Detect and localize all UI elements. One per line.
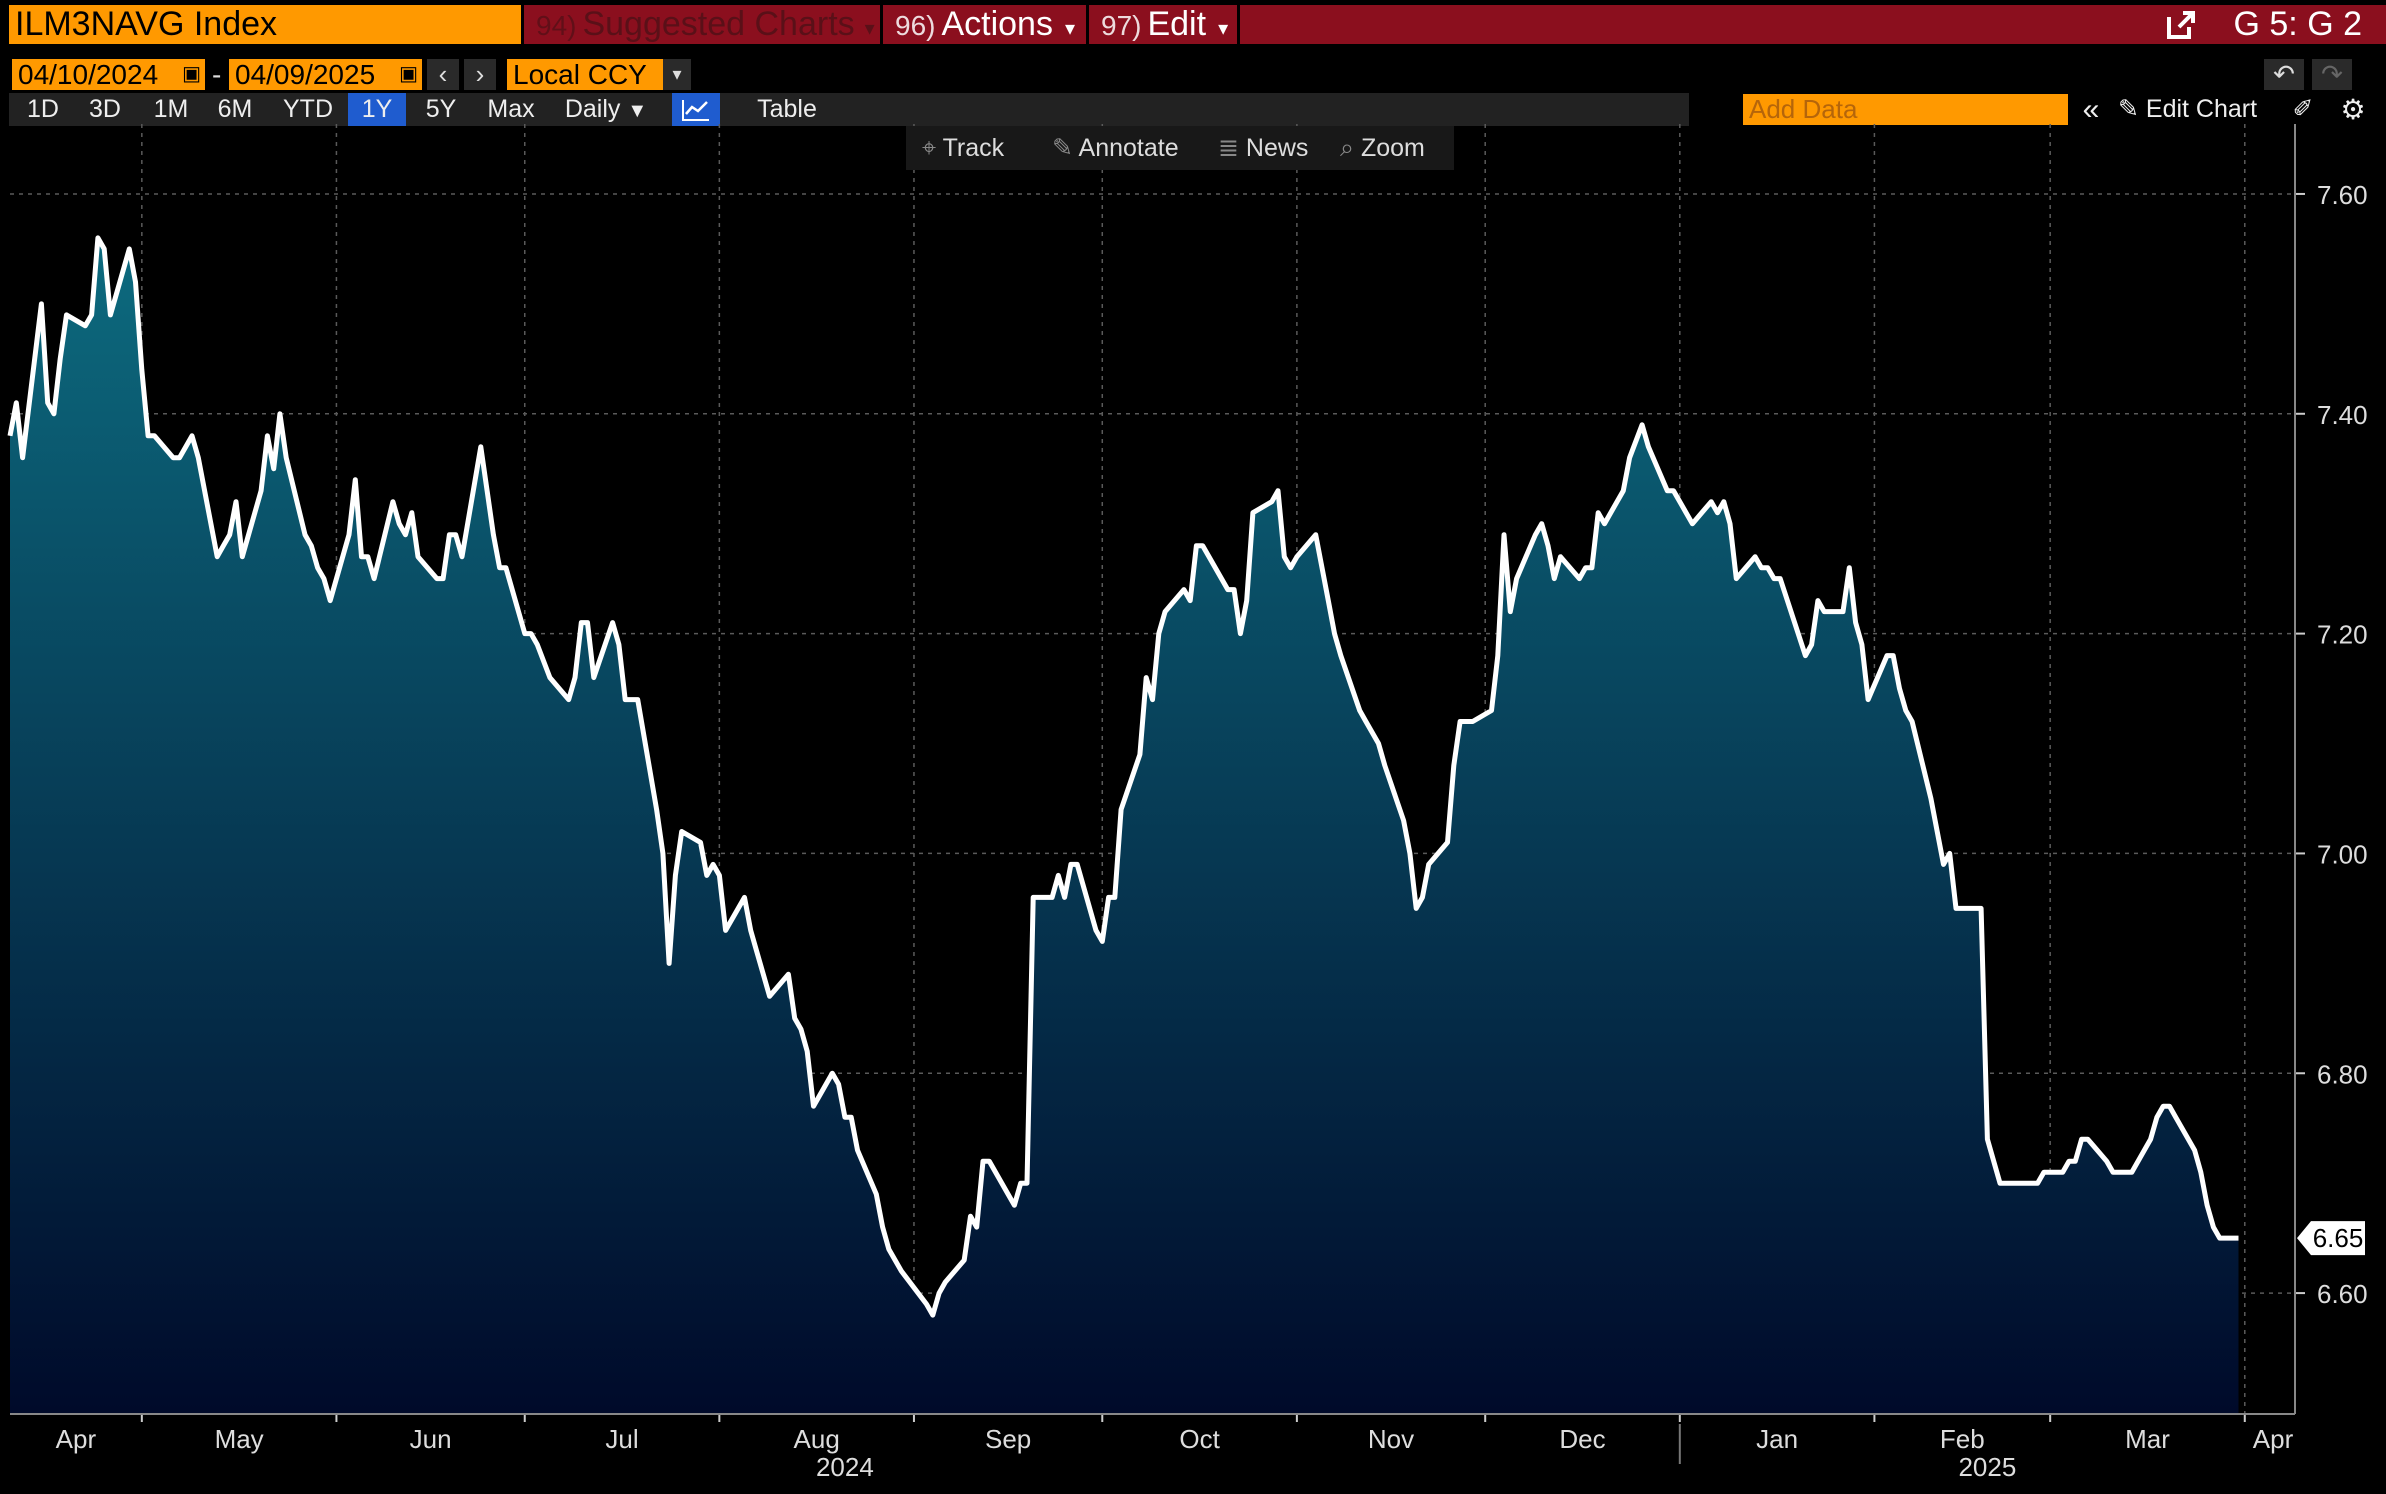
edit-settings-icon: ✐	[2292, 95, 2314, 123]
edit-number: 97)	[1101, 10, 1142, 41]
x-year-label: 2025	[1958, 1452, 2016, 1482]
pencil-icon: ✎	[1052, 134, 1073, 162]
chevron-left-icon: ‹	[438, 59, 448, 89]
collapse-button[interactable]: «	[2074, 93, 2108, 126]
actions-number: 96)	[895, 10, 936, 41]
line-chart-icon	[682, 100, 709, 121]
x-month-label: Mar	[2125, 1424, 2170, 1454]
edit-label: Edit	[1147, 5, 1207, 43]
edit-chart-button[interactable]: ✎ Edit Chart	[2118, 93, 2270, 126]
chart-view-button[interactable]	[672, 93, 720, 126]
x-month-label: Aug	[794, 1424, 840, 1454]
suggested-charts-button[interactable]: 94) Suggested Charts ▾	[524, 5, 880, 44]
period-6m[interactable]: 6M	[217, 95, 253, 123]
chart-toolbar	[906, 126, 1454, 170]
x-month-label: Apr	[56, 1424, 97, 1454]
actions-label: Actions	[941, 5, 1053, 43]
series-line[interactable]	[7, 235, 2239, 1318]
zoom-tool[interactable]: ⌕ Zoom	[1340, 126, 1425, 170]
chart-settings-edit-button[interactable]: ✐	[2286, 93, 2320, 126]
track-tool[interactable]: ⌖ Track	[922, 126, 1004, 170]
period-max[interactable]: Max	[487, 95, 535, 123]
y-tick-label: 6.60	[2317, 1279, 2368, 1309]
track-label: Track	[942, 134, 1005, 162]
previous-period-button[interactable]: ‹	[427, 59, 459, 90]
x-year-label: 2024	[816, 1452, 874, 1482]
y-tick-label: 7.60	[2317, 180, 2368, 210]
news-icon: ≣	[1218, 134, 1239, 162]
x-month-label: Jan	[1756, 1424, 1798, 1454]
pencil-icon: ✎	[2118, 95, 2139, 123]
end-date-value: 04/09/2025	[235, 59, 376, 90]
chevron-down-icon: ▼	[627, 100, 648, 122]
currency-select[interactable]: Local CCY	[507, 59, 690, 90]
annotate-label: Annotate	[1078, 134, 1179, 162]
last-value-marker	[2297, 1221, 2365, 1256]
x-month-label: Apr	[2253, 1424, 2294, 1454]
period-1y[interactable]: 1Y	[348, 93, 406, 126]
period-bar	[9, 93, 1689, 126]
redo-button[interactable]: ↷	[2312, 59, 2352, 90]
last-value-label: 6.65	[2313, 1223, 2364, 1253]
y-tick-label: 7.40	[2317, 400, 2368, 430]
frequency-value: Daily	[564, 95, 621, 123]
currency-dropdown-button[interactable]: ▾	[663, 59, 691, 90]
chevron-down-icon: ▾	[1218, 18, 1229, 40]
gear-icon: ⚙	[2340, 94, 2366, 125]
calendar-icon[interactable]: ▣	[182, 63, 201, 85]
y-tick-label: 7.20	[2317, 620, 2368, 650]
x-month-label: Jun	[410, 1424, 452, 1454]
series-area	[10, 237, 2239, 1414]
popout-icon[interactable]	[2165, 9, 2197, 41]
chevron-right-icon: ›	[475, 59, 485, 89]
news-tool[interactable]: ≣ News	[1218, 126, 1308, 170]
x-month-label: Nov	[1368, 1424, 1414, 1454]
edit-button[interactable]: 97) Edit ▾	[1089, 5, 1237, 44]
security-ticker[interactable]: ILM3NAVG Index	[9, 5, 521, 44]
news-label: News	[1245, 134, 1309, 162]
x-month-label: Jul	[605, 1424, 638, 1454]
chevron-down-icon: ▾	[672, 64, 682, 84]
x-month-label: Oct	[1179, 1424, 1220, 1454]
period-3d[interactable]: 3D	[89, 95, 121, 123]
undo-button[interactable]: ↶	[2264, 59, 2304, 90]
frequency-select[interactable]: Daily ▼	[556, 93, 656, 126]
magnifier-icon: ⌕	[1340, 134, 1355, 162]
double-chevron-left-icon: «	[2082, 93, 2100, 126]
annotate-tool[interactable]: ✎ Annotate	[1052, 126, 1179, 170]
undo-icon: ↶	[2273, 59, 2295, 89]
actions-button[interactable]: 96) Actions ▾	[883, 5, 1086, 44]
period-5y[interactable]: 5Y	[425, 95, 457, 123]
x-month-label: Feb	[1940, 1424, 1985, 1454]
settings-button[interactable]: ⚙	[2336, 93, 2370, 126]
crosshair-icon: ⌖	[922, 134, 937, 162]
suggested-charts-number: 94)	[536, 10, 577, 41]
x-month-label: Dec	[1559, 1424, 1605, 1454]
period-1m[interactable]: 1M	[153, 95, 189, 123]
currency-value: Local CCY	[513, 59, 647, 90]
window-position: G 5: G 2	[2233, 5, 2363, 43]
start-date-field[interactable]: 04/10/2024 ▣	[12, 59, 205, 90]
redo-icon: ↷	[2321, 59, 2343, 89]
chevron-down-icon: ▾	[864, 18, 875, 40]
table-view-button[interactable]: Table	[757, 95, 817, 123]
zoom-label: Zoom	[1360, 134, 1425, 162]
x-month-label: May	[215, 1424, 264, 1454]
y-tick-label: 6.80	[2317, 1059, 2368, 1089]
period-ytd[interactable]: YTD	[283, 95, 333, 123]
chevron-down-icon: ▾	[1064, 18, 1076, 40]
suggested-charts-label: Suggested Charts	[582, 5, 855, 43]
start-date-value: 04/10/2024	[18, 59, 159, 90]
edit-chart-label: Edit Chart	[2145, 95, 2258, 123]
period-1d[interactable]: 1D	[27, 95, 59, 123]
x-month-label: Sep	[985, 1424, 1031, 1454]
date-separator: -	[212, 59, 222, 90]
next-period-button[interactable]: ›	[464, 59, 496, 90]
add-data-input[interactable]: Add Data	[1743, 94, 2068, 125]
end-date-field[interactable]: 04/09/2025 ▣	[229, 59, 422, 90]
calendar-icon[interactable]: ▣	[399, 63, 418, 85]
y-tick-label: 7.00	[2317, 839, 2368, 869]
